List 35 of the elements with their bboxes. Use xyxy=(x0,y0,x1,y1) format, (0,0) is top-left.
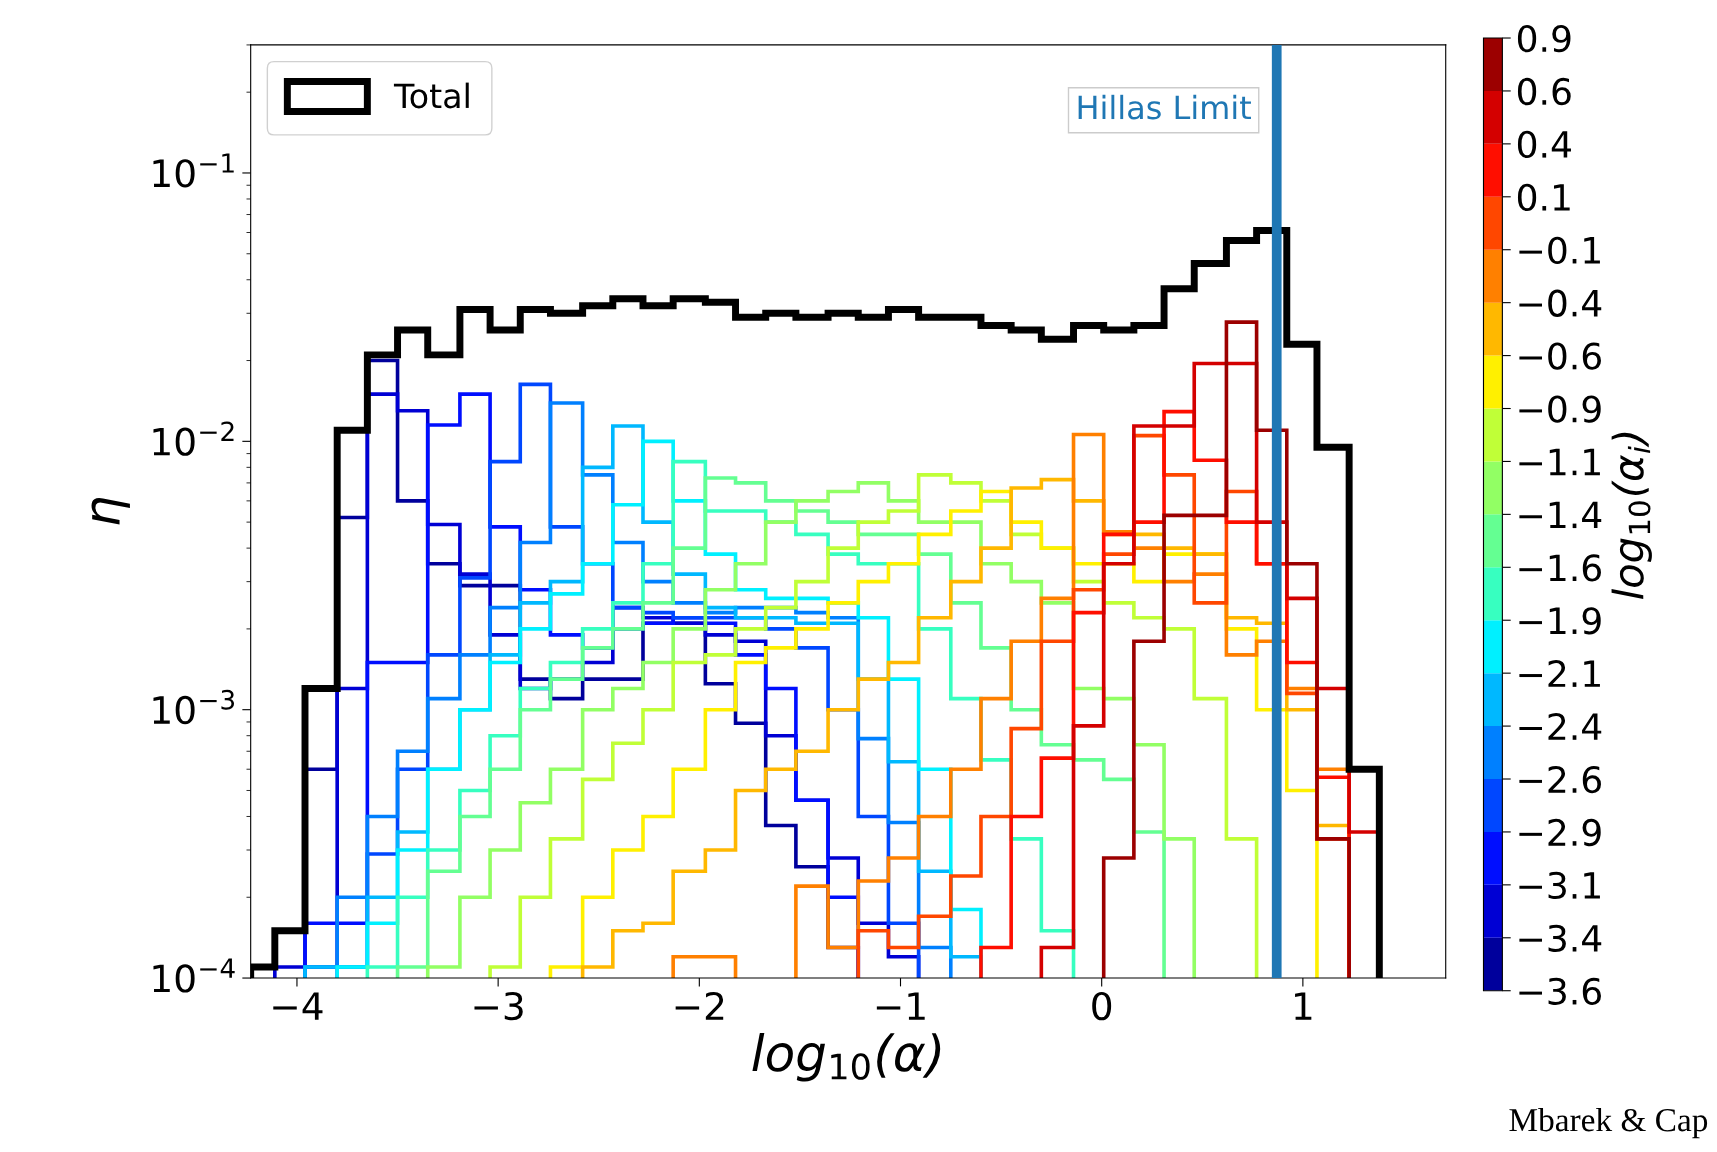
color-bar-label: −3.1 xyxy=(1519,871,1600,900)
color-bar-label: −0.9 xyxy=(1519,395,1601,423)
x-tick-label: 0 xyxy=(1092,991,1112,1021)
x-tick-label: 1 xyxy=(1295,992,1312,1020)
y-tick-label: 10$^{−3}$ xyxy=(153,689,235,725)
color-bar-label: −2.6 xyxy=(1519,765,1601,794)
color-bar-label: −1.9 xyxy=(1519,607,1601,635)
color-bar-label: 0.1 xyxy=(1517,183,1570,212)
y-tick-label: 10$^{−2}$ xyxy=(153,421,234,456)
color-bar-label: −0.4 xyxy=(1519,289,1602,317)
x-axis-title: log$_{10}$(α) xyxy=(752,1033,941,1082)
x-tick-label: −2 xyxy=(675,991,724,1020)
color-bar-label: −0.6 xyxy=(1519,342,1601,370)
y-axis-title: η xyxy=(91,497,130,525)
color-bar-label: −3.4 xyxy=(1519,924,1602,953)
color-bar-label: −3.6 xyxy=(1519,977,1601,1005)
color-bar-label: −1.6 xyxy=(1519,554,1601,582)
color-bar-label: 0.9 xyxy=(1517,24,1571,53)
x-tick-label: −3 xyxy=(474,991,523,1021)
x-tick-label: −4 xyxy=(273,992,323,1020)
text: Mbarek & Cap xyxy=(1509,1107,1708,1139)
color-bar-label: −1.1 xyxy=(1519,448,1600,476)
color-bar-label: 0.4 xyxy=(1517,130,1571,159)
legend-label: Total xyxy=(393,82,469,109)
color-bar-label: −2.4 xyxy=(1519,713,1602,740)
color-bar-label: −0.1 xyxy=(1519,236,1600,264)
color-bar-label: 0.6 xyxy=(1517,77,1571,106)
y-tick-label: 10$^{−1}$ xyxy=(153,153,234,188)
y-tick-label: 10$^{−4}$ xyxy=(153,958,235,993)
color-bar-label: −1.4 xyxy=(1519,501,1602,529)
color-bar-label: −2.9 xyxy=(1519,818,1601,847)
color-bar-label: −2.1 xyxy=(1519,660,1600,687)
ref-line-label: Hillas Limit xyxy=(1078,94,1251,120)
x-tick-label: −1 xyxy=(876,992,925,1020)
color-bar-title: log$_{10}$(α$_{i}$) xyxy=(1611,432,1652,599)
